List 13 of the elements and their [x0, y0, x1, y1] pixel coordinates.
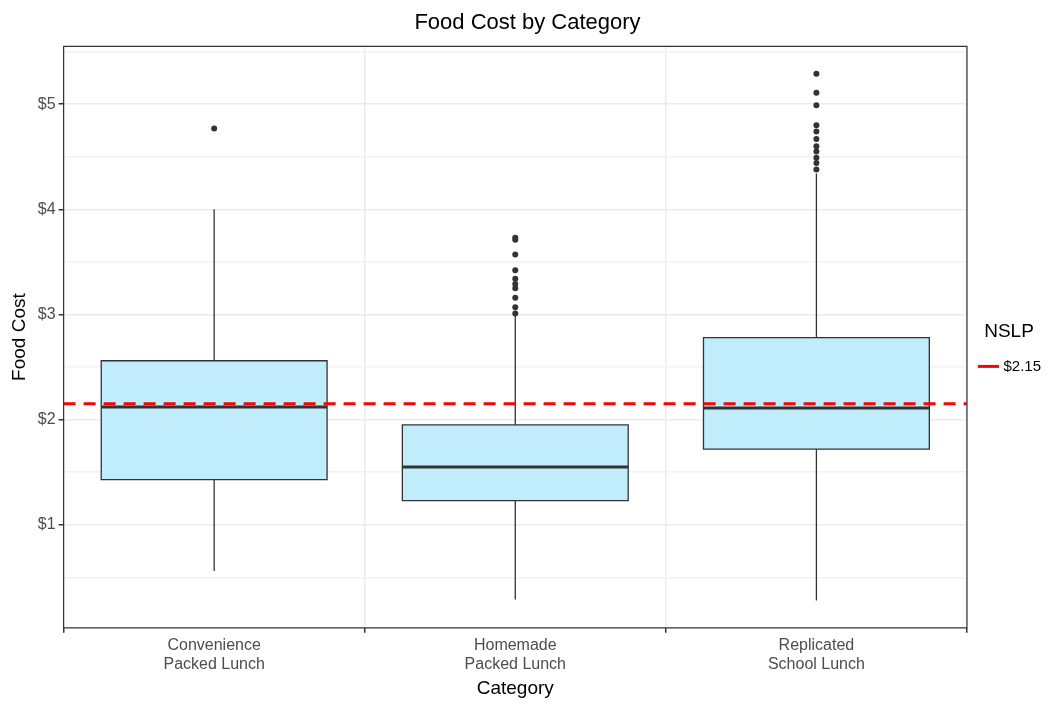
y-axis-title: Food Cost	[7, 292, 29, 381]
y-tick-label: $2	[37, 410, 56, 428]
x-tick-label: Homemade Packed Lunch	[464, 635, 566, 673]
chart-title: Food Cost by Category	[414, 9, 641, 35]
x-tick-label: Convenience Packed Lunch	[163, 635, 265, 673]
y-tick-label: $5	[37, 94, 56, 112]
legend-label: $2.15	[1003, 356, 1042, 374]
y-tick-label: $4	[37, 199, 56, 217]
x-axis-title: Category	[476, 676, 555, 698]
legend-title: NSLP	[984, 319, 1034, 341]
y-tick-label: $1	[37, 515, 56, 533]
x-tick-label: Replicated School Lunch	[767, 635, 865, 673]
y-tick-label: $3	[37, 304, 56, 322]
